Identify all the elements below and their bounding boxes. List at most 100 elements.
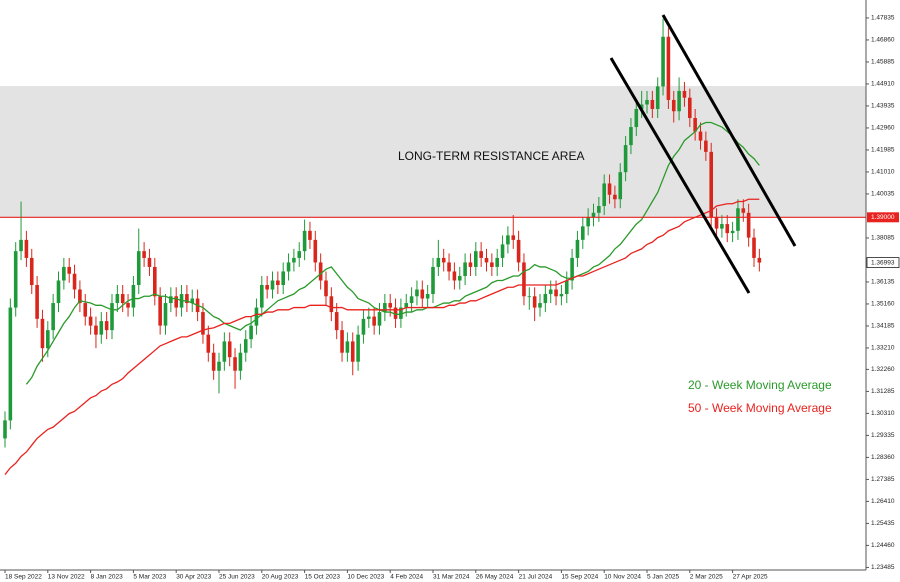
x-tick-label: 27 Apr 2025: [733, 574, 768, 581]
x-tick-label: 20 Aug 2023: [262, 574, 299, 581]
x-tick-label: 15 Oct 2023: [305, 574, 341, 581]
x-tick-label: 26 May 2024: [476, 574, 514, 581]
y-tick-label: 1.31285: [871, 388, 895, 395]
candle-body: [575, 239, 580, 258]
candle-body: [757, 257, 762, 263]
candle-body: [99, 321, 104, 335]
x-tick-label: 25 Jun 2023: [219, 574, 255, 581]
axis-layer: 1.47835 1.46860 1.45885 1.44910 1.43935 1.429…: [4, 15, 900, 581]
candle-body: [479, 251, 483, 258]
candle-body: [377, 312, 382, 326]
candle-body: [345, 341, 350, 353]
y-tick-label: 1.32260: [871, 366, 895, 373]
candle-body: [158, 296, 162, 326]
candle-body: [736, 208, 740, 231]
x-tick-label: 10 Dec 2023: [347, 574, 384, 581]
candle-body: [350, 341, 355, 362]
candle-body: [420, 289, 425, 299]
candle-body: [554, 289, 558, 297]
y-tick-label: 1.23485: [871, 564, 895, 571]
marks-layer: [0, 18, 866, 475]
candle-body: [661, 36, 665, 87]
candle-body: [388, 303, 392, 308]
candle-body: [78, 289, 82, 304]
candle-body: [463, 262, 467, 276]
candle-body: [704, 140, 708, 152]
candle-body: [238, 352, 243, 371]
candle-body: [671, 99, 676, 112]
candle-body: [24, 239, 29, 258]
candle-body: [688, 97, 692, 119]
candle-body: [698, 131, 703, 141]
candle-body: [153, 266, 157, 297]
candle-body: [441, 257, 446, 263]
candle-body: [532, 296, 537, 308]
candle-body: [56, 280, 61, 304]
candle-body: [292, 257, 296, 263]
candle-body: [104, 321, 109, 331]
y-tick-label: 1.26410: [871, 498, 895, 505]
candle-body: [185, 294, 189, 304]
candle-body: [329, 296, 334, 313]
y-tick-label: 1.44910: [871, 81, 895, 88]
candle-body: [13, 251, 18, 308]
candle-body: [677, 90, 681, 112]
candle-body: [270, 280, 275, 290]
candle-body: [297, 251, 302, 258]
candle-body: [126, 303, 130, 308]
candle-body: [409, 296, 414, 304]
moving-average-line: [4, 198, 760, 475]
candle-body: [46, 330, 50, 349]
candle-body: [404, 303, 409, 308]
candle-body: [447, 262, 451, 272]
candle-body: [548, 289, 553, 295]
candle-body: [752, 237, 756, 258]
candle-body: [746, 212, 751, 238]
candle-body: [474, 251, 478, 267]
candle-body: [581, 226, 585, 240]
candle-body: [618, 172, 623, 200]
candle-body: [720, 224, 724, 229]
current-price-box: [866, 257, 900, 268]
y-tick-label: 1.34185: [871, 323, 895, 330]
candle-body: [324, 280, 328, 297]
y-tick-label: 1.27385: [871, 476, 895, 483]
x-tick-label: 30 Apr 2023: [176, 574, 211, 581]
candle-body: [591, 212, 596, 218]
y-tick-label: 1.36135: [871, 279, 895, 286]
candle-body: [639, 104, 644, 109]
candle-body: [361, 318, 366, 335]
y-tick-label: 1.33210: [871, 345, 895, 352]
candle-body: [281, 271, 285, 285]
zone-layer: [0, 85, 866, 218]
y-tick-label: 1.29335: [871, 432, 895, 439]
candle-body: [538, 303, 542, 308]
candle-body: [265, 285, 269, 290]
candle-body: [495, 257, 499, 267]
candle-body: [714, 217, 719, 229]
candle-body: [334, 312, 339, 331]
channel-upper: [661, 14, 797, 247]
channel-lower: [609, 57, 751, 294]
legend-label: 20 - Week Moving Average: [688, 378, 832, 392]
x-tick-label: 2 Mar 2025: [690, 574, 723, 581]
candle-body: [313, 239, 318, 263]
candle-body: [72, 273, 77, 290]
candle-body: [527, 296, 532, 298]
y-tick-label: 1.41010: [871, 169, 895, 176]
current-price-label: 1.36993: [871, 259, 895, 266]
candle-body: [29, 257, 34, 285]
y-tick-label: 1.42960: [871, 125, 895, 132]
candle-body: [564, 280, 569, 295]
x-tick-label: 31 Mar 2024: [433, 574, 470, 581]
candle-body: [682, 90, 687, 98]
candle-body: [457, 275, 462, 281]
candle-body: [8, 307, 13, 421]
y-tick-label: 1.24460: [871, 542, 895, 549]
candle-body: [131, 285, 136, 308]
candle-body: [201, 312, 205, 335]
candle-body: [260, 285, 264, 308]
candle-body: [62, 266, 66, 281]
candle-body: [340, 330, 344, 353]
candle-body: [308, 230, 312, 240]
